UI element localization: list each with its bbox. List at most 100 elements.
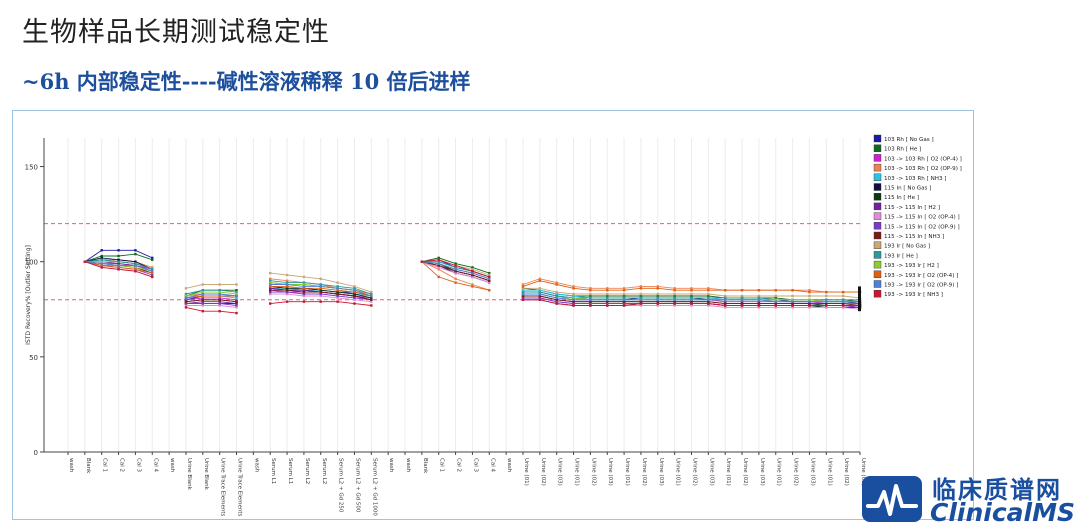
logo-text-en: ClinicalMS xyxy=(930,498,1075,527)
legend-swatch xyxy=(873,231,882,240)
data-point xyxy=(639,292,643,296)
data-point xyxy=(740,304,744,307)
data-point xyxy=(134,252,137,256)
data-point xyxy=(841,302,845,305)
data-point xyxy=(723,302,727,305)
data-point xyxy=(707,287,710,290)
data-point xyxy=(740,298,744,301)
x-tick-label: Urine (02) xyxy=(590,458,596,486)
series-line xyxy=(185,301,237,305)
data-point xyxy=(235,289,238,292)
data-point xyxy=(538,292,542,296)
x-tick-label: Urine (01) xyxy=(675,458,681,486)
data-point xyxy=(639,300,643,303)
data-point xyxy=(100,264,103,267)
x-tick-label: Blank xyxy=(422,458,428,474)
data-point xyxy=(117,254,120,258)
data-point xyxy=(825,290,828,294)
data-point xyxy=(589,304,592,307)
legend-label: 103 -> 103 Rh [ O2 (OP-4) ] xyxy=(884,156,962,162)
data-point xyxy=(589,287,592,290)
x-tick-label: Urine (01) xyxy=(826,458,832,486)
x-tick-label: Urine (03) xyxy=(658,458,664,486)
data-point xyxy=(336,290,339,294)
x-tick-label: Urine Trace Elements xyxy=(237,458,243,517)
data-point xyxy=(808,294,811,298)
data-point xyxy=(791,289,794,292)
data-point xyxy=(690,287,693,290)
y-tick-label: 50 xyxy=(29,354,38,362)
data-point xyxy=(353,289,356,292)
data-point xyxy=(184,287,188,290)
data-point xyxy=(285,292,289,296)
x-tick-label: Cal 4 xyxy=(152,458,158,472)
data-point xyxy=(269,271,272,275)
data-point xyxy=(707,296,710,300)
data-point xyxy=(673,304,676,307)
data-point xyxy=(285,279,289,282)
data-point xyxy=(589,300,592,303)
series-line xyxy=(185,289,237,295)
data-point xyxy=(656,302,659,305)
x-tick-label: wash xyxy=(506,458,512,473)
data-point xyxy=(100,260,103,263)
data-point xyxy=(218,309,221,313)
series-line xyxy=(185,306,237,314)
legend-swatch xyxy=(873,202,882,211)
data-point xyxy=(370,296,373,300)
data-point xyxy=(437,264,440,267)
data-point xyxy=(420,260,424,263)
data-point xyxy=(269,289,272,292)
series-line xyxy=(185,295,237,299)
data-point xyxy=(235,296,238,300)
data-point xyxy=(757,304,761,307)
x-tick-label: Urine Blank xyxy=(203,458,209,491)
data-point xyxy=(151,266,154,269)
data-point xyxy=(521,287,525,290)
slide-subtitle: ~6h 内部稳定性----碱性溶液稀释 10 倍后进样 xyxy=(22,69,471,94)
data-point xyxy=(639,294,643,298)
data-point xyxy=(488,279,491,282)
data-point xyxy=(757,294,761,298)
data-point xyxy=(555,298,558,301)
data-point xyxy=(302,294,306,298)
data-point xyxy=(690,302,693,305)
data-point xyxy=(589,302,592,305)
data-point xyxy=(218,296,221,300)
data-point xyxy=(201,296,205,300)
data-point xyxy=(841,300,845,303)
data-point xyxy=(774,289,777,292)
data-point xyxy=(218,300,221,303)
data-point xyxy=(201,309,205,313)
data-point xyxy=(184,300,188,303)
data-point xyxy=(690,304,693,307)
data-point xyxy=(134,249,137,252)
data-point xyxy=(841,304,845,307)
data-point xyxy=(521,285,525,288)
data-point xyxy=(656,292,659,296)
series-line xyxy=(185,293,237,299)
data-point xyxy=(100,256,103,260)
data-point xyxy=(235,304,238,307)
data-point xyxy=(370,292,373,296)
data-point xyxy=(302,283,306,286)
data-point xyxy=(184,302,188,305)
data-point xyxy=(538,289,542,292)
legend-label: 115 In [ He ] xyxy=(884,195,919,201)
legend-swatch xyxy=(873,192,882,201)
data-point xyxy=(235,292,238,296)
data-point xyxy=(673,294,676,298)
series-line xyxy=(186,305,237,308)
data-point xyxy=(269,290,272,294)
data-point xyxy=(606,298,609,301)
legend-swatch xyxy=(873,154,882,162)
x-tick-label: Urine (03) xyxy=(759,458,765,486)
data-point xyxy=(757,289,761,292)
data-point xyxy=(83,260,87,263)
data-point xyxy=(639,298,643,301)
data-point xyxy=(471,273,474,277)
data-point xyxy=(555,292,558,296)
legend-label: 103 -> 103 Rh [ NH3 ] xyxy=(884,176,946,182)
data-point xyxy=(471,275,474,279)
y-tick-label: 150 xyxy=(25,164,38,172)
